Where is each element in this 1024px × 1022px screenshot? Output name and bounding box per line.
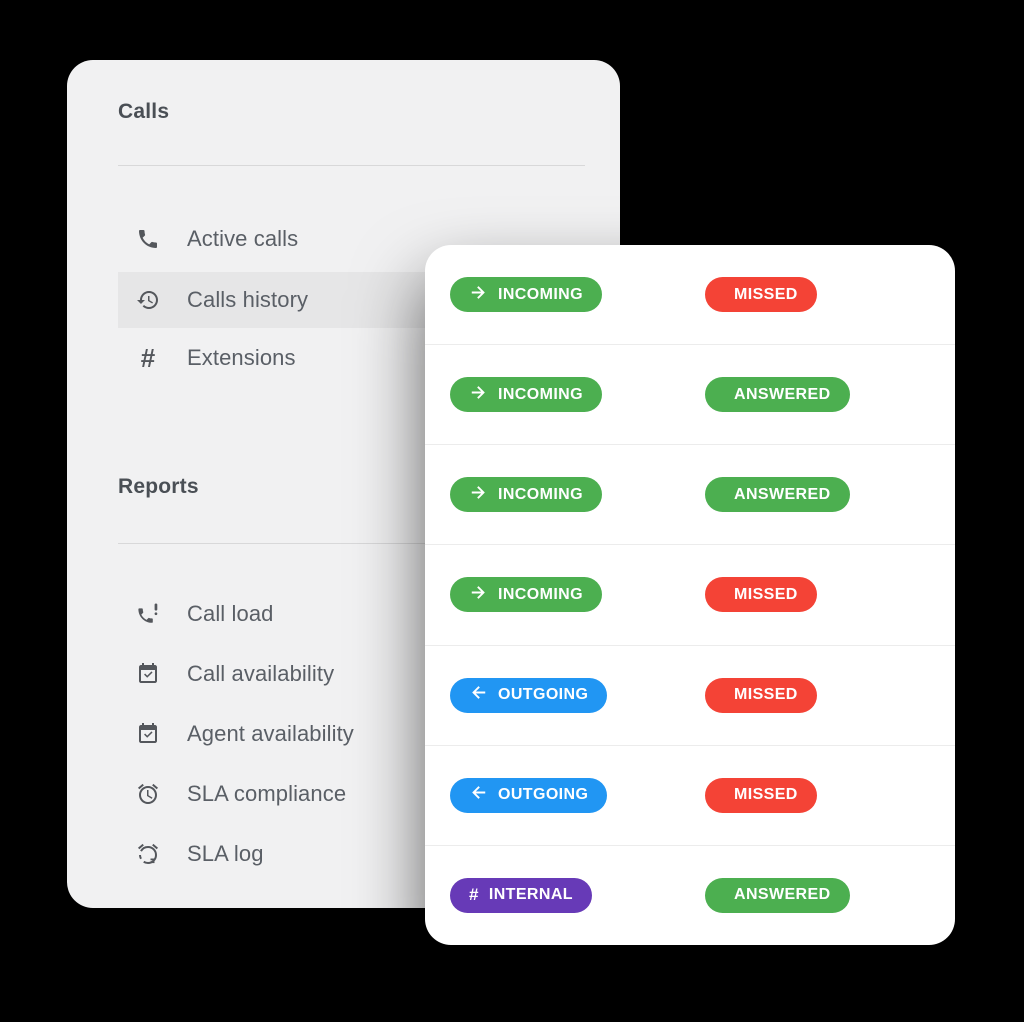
status-cell: MISSED bbox=[705, 677, 955, 721]
direction-badge-label: INTERNAL bbox=[488, 886, 573, 904]
direction-cell: # INTERNAL bbox=[450, 877, 705, 913]
status-badge-label: MISSED bbox=[734, 585, 798, 603]
sidebar-item-call-load[interactable]: Call load bbox=[118, 586, 620, 642]
sidebar-item-label: Call availability bbox=[187, 661, 335, 686]
status-badge: MISSED bbox=[705, 277, 817, 320]
sidebar-item-sla-log[interactable]: SLA log bbox=[118, 826, 620, 882]
direction-badge-label: OUTGOING bbox=[498, 786, 589, 804]
call-row[interactable]: INCOMING ANSWERED bbox=[425, 445, 955, 546]
status-badge: ANSWERED bbox=[705, 377, 850, 420]
arrow-right-icon bbox=[469, 583, 488, 607]
status-cell: MISSED bbox=[705, 577, 955, 620]
section-title: Reports bbox=[118, 475, 199, 498]
direction-cell: INCOMING bbox=[450, 377, 705, 413]
status-cell: MISSED bbox=[705, 777, 955, 821]
status-badge-label: MISSED bbox=[734, 786, 798, 804]
status-badge-label: ANSWERED bbox=[734, 886, 831, 904]
status-badge-label: MISSED bbox=[734, 686, 798, 704]
direction-cell: INCOMING bbox=[450, 277, 705, 313]
history-icon bbox=[135, 287, 161, 313]
call-row[interactable]: INCOMING ANSWERED bbox=[425, 345, 955, 446]
arrow-right-icon bbox=[469, 383, 488, 407]
direction-cell: INCOMING bbox=[450, 477, 705, 513]
direction-cell: INCOMING bbox=[450, 577, 705, 613]
sidebar-item-label: SLA log bbox=[187, 841, 264, 866]
section-divider bbox=[118, 543, 620, 544]
direction-badge: INCOMING bbox=[450, 277, 602, 313]
sidebar-item-active-calls[interactable]: Active calls bbox=[118, 211, 620, 267]
arrow-left-icon bbox=[469, 783, 488, 807]
call-row[interactable]: INCOMING MISSED bbox=[425, 545, 955, 646]
hash-icon: # bbox=[469, 884, 479, 904]
section-title: Calls bbox=[118, 100, 170, 123]
sidebar-item-agent-availability[interactable]: Agent availability bbox=[118, 706, 620, 762]
direction-cell: OUTGOING bbox=[450, 777, 705, 813]
sidebar-item-label: Extensions bbox=[187, 345, 296, 370]
sidebar-item-sla-compliance[interactable]: SLA compliance bbox=[118, 766, 620, 822]
call-row[interactable]: OUTGOING MISSED bbox=[425, 746, 955, 846]
call-row[interactable]: # INTERNAL ANSWERED bbox=[425, 846, 955, 945]
sidebar-item-call-availability[interactable]: Call availability bbox=[118, 646, 620, 702]
arrow-right-icon bbox=[469, 283, 488, 307]
direction-cell: OUTGOING bbox=[450, 677, 705, 713]
arrow-right-icon bbox=[469, 483, 488, 507]
alarm-log-icon bbox=[135, 841, 161, 867]
status-badge-label: ANSWERED bbox=[734, 485, 831, 503]
direction-badge-label: INCOMING bbox=[498, 485, 583, 503]
sidebar-item-label: Call load bbox=[187, 601, 274, 626]
direction-badge-label: INCOMING bbox=[498, 385, 583, 403]
status-badge: MISSED bbox=[705, 677, 817, 721]
direction-badge-label: OUTGOING bbox=[498, 686, 589, 704]
calls-history-card: INCOMING MISSED INCOMING ANSWERED INCOMING AN… bbox=[425, 245, 955, 945]
arrow-left-icon bbox=[469, 683, 488, 707]
section-divider bbox=[118, 165, 585, 166]
sidebar-item-extensions[interactable]: # Extensions bbox=[118, 330, 620, 386]
status-cell: MISSED bbox=[705, 277, 955, 320]
hash-icon: # bbox=[140, 343, 156, 373]
status-cell: ANSWERED bbox=[705, 877, 955, 921]
call-row[interactable]: INCOMING MISSED bbox=[425, 245, 955, 346]
direction-badge: OUTGOING bbox=[450, 777, 608, 813]
direction-badge: INCOMING bbox=[450, 577, 602, 613]
status-badge: MISSED bbox=[705, 777, 817, 821]
phone-icon bbox=[135, 226, 161, 252]
direction-badge-label: INCOMING bbox=[498, 285, 583, 303]
status-badge: ANSWERED bbox=[705, 477, 850, 520]
calendar-check-icon bbox=[135, 721, 161, 747]
status-cell: ANSWERED bbox=[705, 477, 955, 520]
direction-badge: INCOMING bbox=[450, 477, 602, 513]
direction-badge: OUTGOING bbox=[450, 677, 608, 713]
status-badge: MISSED bbox=[705, 577, 817, 620]
sidebar-item-label: Calls history bbox=[187, 287, 309, 312]
direction-badge-label: INCOMING bbox=[498, 585, 583, 603]
call-row[interactable]: OUTGOING MISSED bbox=[425, 646, 955, 746]
status-cell: ANSWERED bbox=[705, 377, 955, 420]
alarm-icon bbox=[135, 781, 161, 807]
sidebar-item-label: Agent availability bbox=[187, 721, 354, 746]
direction-badge: # INTERNAL bbox=[450, 877, 592, 913]
sidebar-item-label: Active calls bbox=[187, 226, 299, 251]
calendar-check-icon bbox=[135, 661, 161, 687]
status-badge-label: ANSWERED bbox=[734, 385, 831, 403]
phone-alert-icon bbox=[135, 601, 161, 627]
direction-badge: INCOMING bbox=[450, 377, 602, 413]
status-badge: ANSWERED bbox=[705, 877, 850, 921]
sidebar-item-label: SLA compliance bbox=[187, 781, 347, 806]
status-badge-label: MISSED bbox=[734, 285, 798, 303]
